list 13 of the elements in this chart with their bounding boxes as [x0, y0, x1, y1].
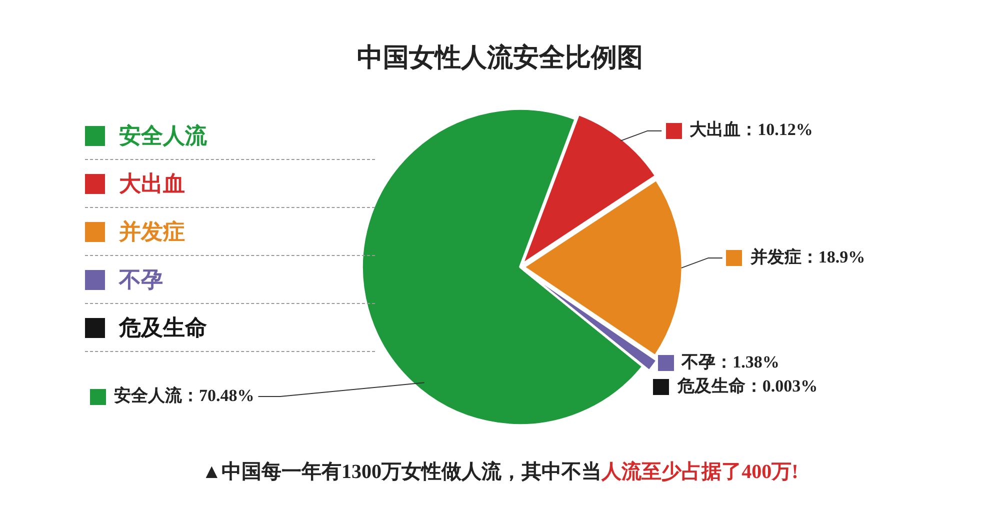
legend-label: 大出血 — [119, 170, 185, 198]
text: 人流至少占据了400万! — [602, 461, 798, 483]
text: ▲中国每一年有1300万女性做人流，其中不当 — [202, 461, 602, 483]
legend-label: 不孕 — [119, 266, 163, 294]
legend-label: 并发症 — [119, 218, 185, 246]
legend-label: 危及生命 — [119, 314, 207, 342]
chart-title: 中国女性人流安全比例图 — [356, 42, 644, 74]
data-label: 不孕：1.38% — [680, 352, 780, 372]
data-label: 并发症：18.9% — [749, 247, 866, 266]
data-label: 安全人流：70.48% — [114, 386, 254, 405]
data-label: 大出血：10.12% — [690, 120, 813, 140]
legend-label: 安全人流 — [119, 122, 207, 150]
data-label: 危及生命：0.003% — [676, 376, 818, 396]
